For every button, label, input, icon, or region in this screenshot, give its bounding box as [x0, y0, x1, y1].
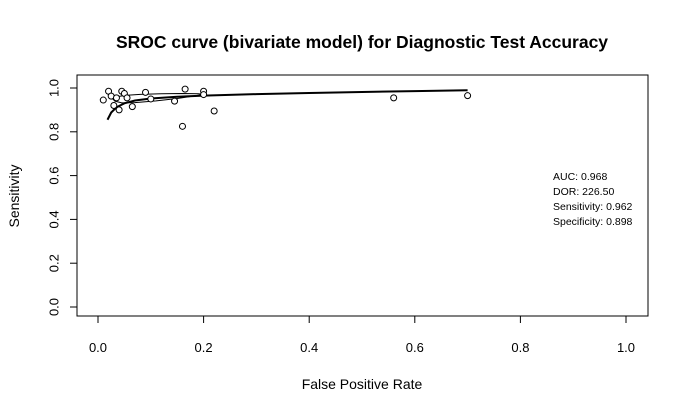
annotation-line: DOR: 226.50: [553, 186, 614, 198]
study-point: [110, 102, 118, 110]
study-point: [112, 94, 120, 102]
study-point: [123, 94, 131, 102]
study-point: [142, 88, 150, 96]
study-point: [178, 122, 186, 130]
annotation-line: Sensitivity: 0.962: [553, 201, 633, 213]
y-axis: 0.0 0.2 0.4 0.6 0.8 1.0: [46, 79, 78, 316]
study-point: [200, 91, 208, 99]
x-tick-label: 0.8: [511, 340, 529, 355]
x-tick-label: 0.4: [300, 340, 318, 355]
study-point: [464, 92, 472, 100]
y-tick-label: 0.4: [46, 210, 61, 228]
x-tick-label: 0.6: [406, 340, 424, 355]
sroc-curve-layer: [106, 89, 468, 121]
study-point: [115, 106, 123, 114]
y-tick-label: 0.6: [46, 167, 61, 185]
study-points-layer: [99, 85, 472, 130]
y-tick-label: 1.0: [46, 79, 61, 97]
annotation-line: Specificity: 0.898: [553, 216, 633, 228]
x-tick-label: 0.0: [89, 340, 107, 355]
study-point: [99, 96, 107, 104]
sroc-curve: [106, 89, 468, 121]
chart-title: SROC curve (bivariate model) for Diagnos…: [116, 32, 608, 52]
study-point: [147, 95, 155, 103]
study-point: [128, 103, 136, 111]
study-point: [181, 85, 189, 93]
x-axis: 0.0 0.2 0.4 0.6 0.8 1.0: [89, 315, 635, 355]
y-tick-label: 0.0: [46, 298, 61, 316]
study-point: [210, 107, 218, 115]
y-axis-label: Sensitivity: [6, 164, 22, 227]
y-tick-label: 0.8: [46, 123, 61, 141]
x-tick-label: 0.2: [195, 340, 213, 355]
x-tick-label: 1.0: [617, 340, 635, 355]
summary-annotations: AUC: 0.968 DOR: 226.50 Sensitivity: 0.962 S…: [553, 171, 633, 228]
x-axis-label: False Positive Rate: [302, 376, 423, 392]
y-tick-label: 0.2: [46, 254, 61, 272]
study-point: [390, 94, 398, 102]
annotation-line: AUC: 0.968: [553, 171, 607, 183]
study-point: [171, 97, 179, 105]
